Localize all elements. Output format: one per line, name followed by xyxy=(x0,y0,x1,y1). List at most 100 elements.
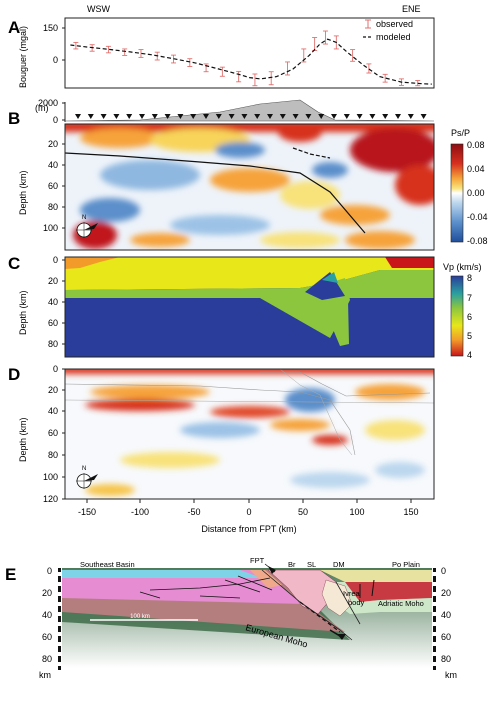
panel-b-ylabel: Depth (km) xyxy=(18,170,28,215)
vp-colorbar-tick: 7 xyxy=(467,293,472,303)
panel-b-label: B xyxy=(8,109,20,128)
station-icon xyxy=(75,114,81,119)
panel-e-unit: km xyxy=(39,670,51,680)
panel-c-frame xyxy=(64,256,435,358)
ps-colorbar-tick: -0.08 xyxy=(467,236,488,246)
station-icon xyxy=(151,114,158,119)
panel-d-label: D xyxy=(8,365,20,384)
panel-e-unit: km xyxy=(445,670,457,680)
observed-point xyxy=(187,58,193,67)
observed-point xyxy=(73,41,79,50)
moho-trace xyxy=(65,152,366,234)
station-icon xyxy=(203,114,209,119)
panel-d-ytick: 40 xyxy=(48,406,58,416)
panel-e-right-scale: 0 20 40 60 80 km xyxy=(433,566,457,680)
legend-modeled: modeled xyxy=(376,32,411,42)
br-label: Br xyxy=(288,560,296,569)
observed-point xyxy=(268,71,274,86)
panel-c-ytick: 80 xyxy=(48,339,58,349)
station-icon xyxy=(356,114,363,119)
seismic-stations xyxy=(75,114,427,119)
panel-e-depth-tick: 80 xyxy=(441,654,451,664)
station-icon xyxy=(369,114,376,119)
ivrea-body-label: body xyxy=(348,598,365,607)
station-icon xyxy=(395,114,401,119)
panel-d-xtick: 150 xyxy=(403,507,418,517)
wsw-label: WSW xyxy=(87,4,110,14)
panel-e-label: E xyxy=(5,565,16,584)
station-icon xyxy=(254,114,261,119)
panel-b-ytick: 40 xyxy=(48,160,58,170)
panel-b-frame xyxy=(64,123,435,251)
station-icon xyxy=(279,114,286,119)
modeled-series xyxy=(70,38,432,85)
station-icon xyxy=(113,114,120,119)
panel-d-ytick: 120 xyxy=(43,494,58,504)
vp-colorbar-tick: 6 xyxy=(467,312,472,322)
fpt-label: FPT xyxy=(250,556,265,565)
panel-c-ytick: 60 xyxy=(48,318,58,328)
panel-e-depth-tick: 80 xyxy=(42,654,52,664)
panel-a-frame xyxy=(64,17,435,89)
station-icon xyxy=(164,114,171,119)
panel-d-xtick: 50 xyxy=(298,507,308,517)
panel-e-depth-tick: 60 xyxy=(441,632,451,642)
ps-image-b xyxy=(65,124,434,250)
vp-colorbar xyxy=(450,275,464,357)
panel-a-ytick: 0 xyxy=(53,55,58,65)
panel-c-yticks: 0 20 40 60 80 xyxy=(48,255,65,349)
vp-colorbar-tick: 4 xyxy=(467,350,472,360)
panel-a-ytick: 150 xyxy=(43,23,58,33)
station-icon xyxy=(139,114,145,119)
panel-e-depth-tick: 60 xyxy=(42,632,52,642)
panel-e-depth-tick: 20 xyxy=(42,588,52,598)
panel-a-ylabel: Bouguer (mgal) xyxy=(18,26,28,88)
station-icon xyxy=(241,114,248,119)
panel-d-ylabel: Depth (km) xyxy=(18,417,28,462)
observed-series xyxy=(73,30,421,87)
topo-label: (m) xyxy=(35,103,49,113)
observed-point xyxy=(252,73,258,87)
station-icon xyxy=(177,114,184,119)
vp-colorbar-tick: 8 xyxy=(467,273,472,283)
panel-a-label: A xyxy=(8,18,20,37)
panel-b-ytick: 80 xyxy=(48,202,58,212)
panel-d-xtick: -150 xyxy=(78,507,96,517)
x-axis-label: Distance from FPT (km) xyxy=(201,524,296,534)
panel-d-yticks: 0 20 40 60 80 100 120 xyxy=(43,364,65,504)
panel-d-ytick: 0 xyxy=(53,364,58,374)
panel-c-label: C xyxy=(8,254,20,273)
topography-profile xyxy=(64,99,435,122)
observed-point xyxy=(236,70,242,83)
station-icon xyxy=(190,114,197,119)
observed-point xyxy=(382,73,388,83)
panel-d-xtick: 0 xyxy=(246,507,251,517)
ivrea-label: Ivrea xyxy=(343,589,361,598)
panel-b-yticks: 20 40 60 80 100 xyxy=(43,139,65,233)
station-icon xyxy=(292,114,299,119)
legend-observed: observed xyxy=(376,19,413,29)
vp-model xyxy=(65,257,434,357)
panel-c: C 0 20 40 60 80 Depth (km) xyxy=(8,254,482,360)
panel-a-legend: observed modeled xyxy=(363,19,413,42)
observed-point xyxy=(105,45,111,54)
panel-b-ytick: 20 xyxy=(48,139,58,149)
observed-point xyxy=(312,37,318,52)
panel-d: D xyxy=(8,364,435,534)
topo-tick: 0 xyxy=(53,115,58,125)
panel-d-xtick: 100 xyxy=(349,507,364,517)
panel-d-xtick: -50 xyxy=(187,507,200,517)
panel-a: A WSW ENE 150 0 Bouguer (mgal) observed … xyxy=(8,4,435,89)
station-icon xyxy=(382,114,389,119)
observed-point xyxy=(366,63,372,74)
ps-colorbar-tick: 0.04 xyxy=(467,164,485,174)
panel-c-ytick: 0 xyxy=(53,255,58,265)
compass-north: N xyxy=(82,215,86,221)
station-icon xyxy=(267,114,273,119)
panel-d-ytick: 100 xyxy=(43,472,58,482)
compass-icon: N xyxy=(76,215,98,238)
station-icon xyxy=(407,114,414,119)
ps-colorbar-tick: 0.00 xyxy=(467,188,485,198)
panel-d-xtick: -100 xyxy=(131,507,149,517)
observed-point xyxy=(219,66,225,77)
